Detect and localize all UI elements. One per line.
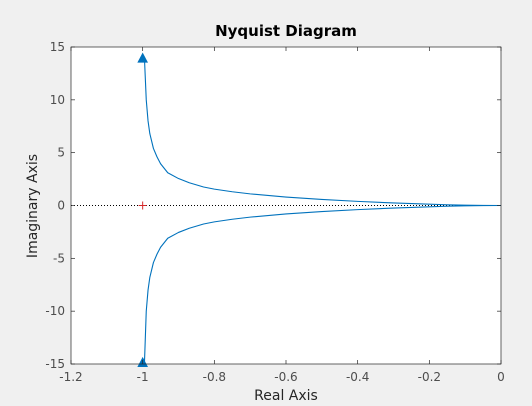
y-tick-label: -15	[45, 357, 65, 371]
critical-point-marker	[138, 201, 147, 210]
y-tick-label: -10	[45, 304, 65, 318]
y-axis-label: Imaginary Axis	[25, 154, 41, 258]
y-tick-label: 15	[50, 40, 65, 54]
x-tick-label: -0.2	[418, 370, 441, 384]
x-axis-label: Real Axis	[254, 388, 318, 404]
x-tick-label: -1.2	[59, 370, 82, 384]
x-tick-label: -1	[137, 370, 149, 384]
nyquist-curve-upper	[143, 58, 502, 207]
nyquist-curve-lower	[143, 204, 502, 363]
direction-arrow-1	[137, 52, 149, 63]
x-tick-label: -0.8	[203, 370, 226, 384]
y-tick-label: 0	[57, 199, 65, 213]
x-tick-label: -0.6	[274, 370, 297, 384]
y-tick-label: -5	[53, 251, 65, 265]
x-tick-label: 0	[497, 370, 505, 384]
plot-area	[71, 47, 501, 364]
y-tick-label: 10	[50, 93, 65, 107]
y-tick-label: 5	[57, 146, 65, 160]
x-tick-label: -0.4	[346, 370, 369, 384]
chart-title: Nyquist Diagram	[215, 22, 357, 40]
